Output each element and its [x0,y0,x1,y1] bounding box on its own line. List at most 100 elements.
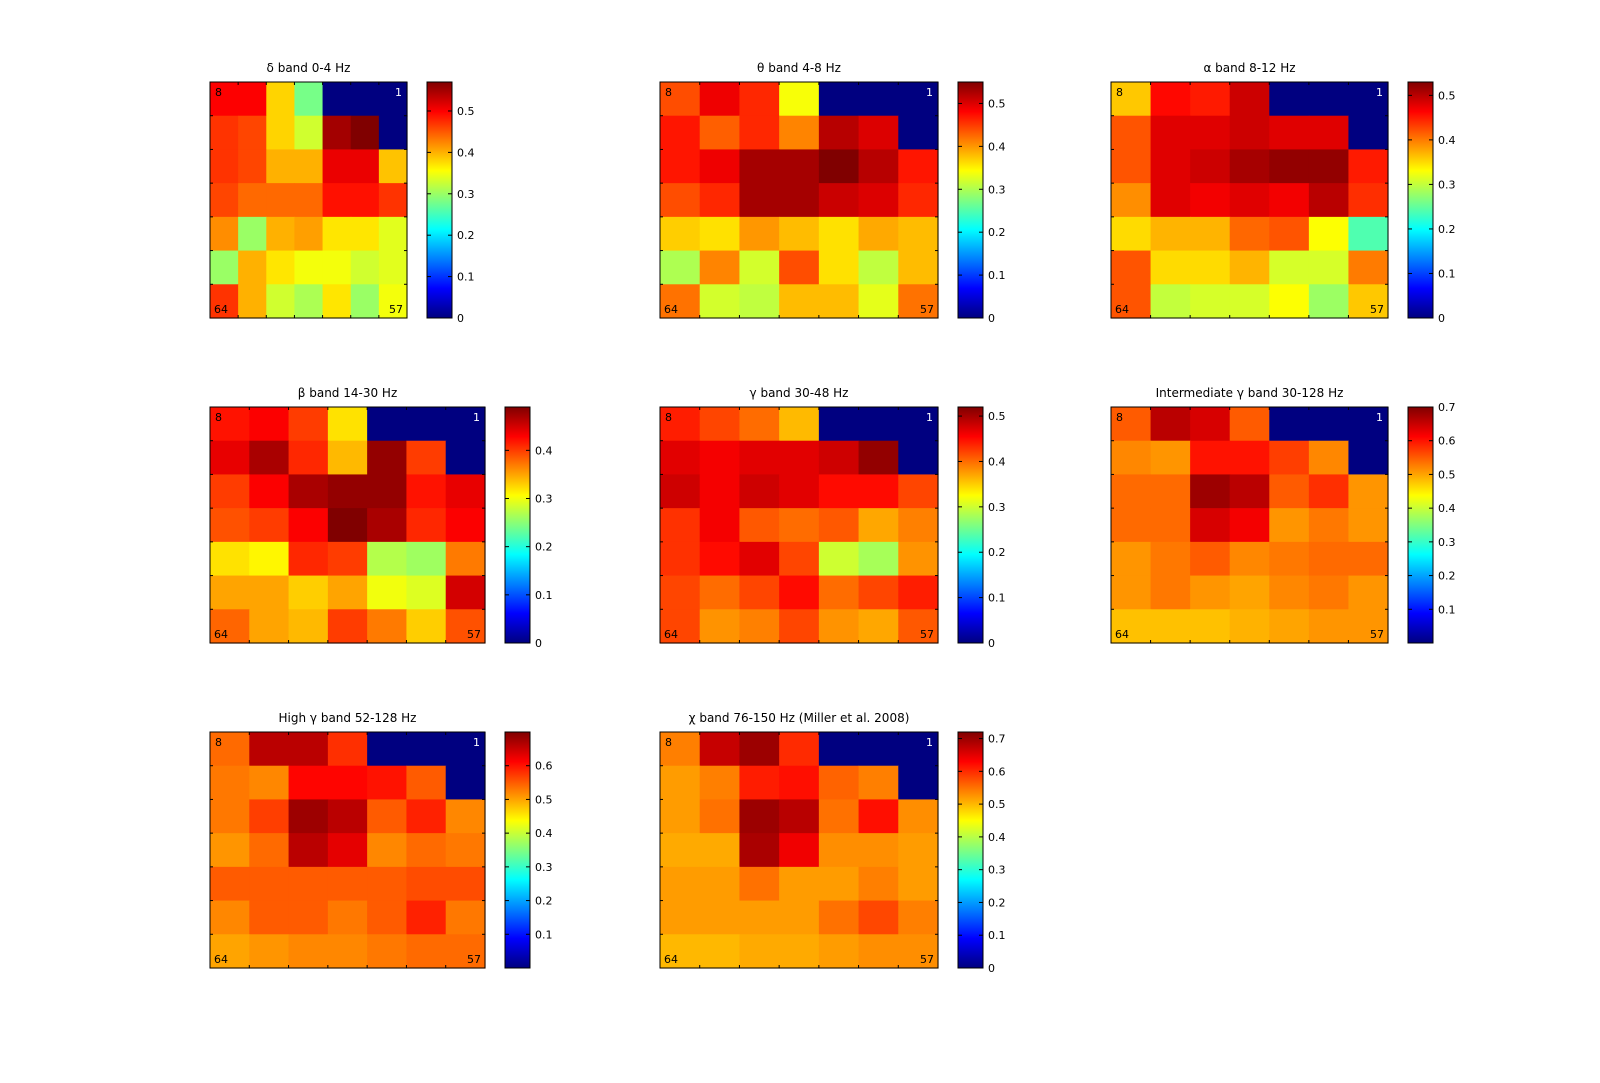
heatmap-cell [288,833,329,868]
heatmap-cell [1229,284,1270,319]
heatmap-cell [739,115,780,151]
heatmap-cell [739,474,780,509]
heatmap-cell [1229,609,1270,644]
heatmap-cell [294,115,324,151]
heatmap-cell [1269,541,1310,577]
heatmap-cell [1150,609,1191,644]
colorbar-tick-label: 0.1 [1438,603,1456,616]
colorbar-tick-label: 0.4 [457,146,475,159]
heatmap-cell [858,541,899,577]
colorbar-gradient [426,81,453,319]
heatmap-cell [898,866,939,902]
heatmap-cell [660,508,701,543]
colorbar: 0 0.1 0.2 0.3 0.4 [504,406,553,650]
heatmap-cell [739,508,780,543]
heatmap-cell [1190,115,1231,151]
heatmap-cell [779,440,820,476]
heatmap-cell [210,900,250,935]
colorbar-tick-label: 0.5 [535,793,553,806]
heatmap-cell [779,575,820,610]
heatmap-cell [266,216,296,252]
heatmap-cell [1190,609,1231,644]
heatmap-cell [367,765,408,801]
heatmap-cell [779,609,820,644]
heatmap-cell [1348,440,1389,476]
colorbar: 0 0.1 0.2 0.3 0.4 0.5 [426,81,475,325]
heatmap-cell [210,183,239,218]
heatmap-cell [660,609,701,644]
heatmap-cell [699,934,741,969]
heatmap-cell [898,440,939,476]
heatmap-cell [1308,284,1350,319]
heatmap-cell [1348,82,1389,117]
corner-label-top-right: 1 [395,86,402,99]
colorbar-tick-label: 0.1 [535,589,553,602]
heatmap-cell [739,866,780,902]
heatmap-cell [266,82,296,117]
colorbar-tick-label: 0.6 [988,765,1006,778]
heatmap-cell [294,216,324,252]
axes-frame [1110,406,1389,644]
corner-label-top-right: 1 [473,411,480,424]
heatmap-cell [739,149,780,184]
colorbar-tick-label: 0.4 [535,827,553,840]
colorbar-tick-label: 0.1 [988,269,1006,282]
axes-frame [209,731,486,969]
heatmap-cell [660,149,701,184]
heatmap-cell [898,833,939,868]
heatmap-cell [739,183,780,218]
heatmap-cell [898,732,939,767]
heatmap-cell [322,250,352,285]
heatmap-cell [406,407,447,442]
heatmap-cell [367,575,408,610]
colorbar-tick-label: 0.6 [1438,435,1456,448]
heatmap-cell [1269,508,1310,543]
colorbar-tick-label: 0.2 [988,546,1006,559]
heatmap-cell [739,216,780,252]
heatmap-cell [699,609,741,644]
heatmap-cell [898,900,939,935]
heatmap-cell [699,799,741,834]
heatmap-cells [1111,82,1389,319]
heatmap-cell [288,934,329,969]
heatmap-cell [1269,407,1310,442]
heatmap-cell [739,407,780,442]
corner-label-bottom-right: 57 [920,303,934,316]
heatmap-cell [779,284,820,319]
heatmap-cell [1308,474,1350,509]
heatmap-cells [210,407,486,644]
axes-frame [659,731,939,969]
colorbar-tick-label: 0.3 [988,183,1006,196]
heatmap-cell [1308,407,1350,442]
heatmap-cell [1348,474,1389,509]
heatmap-cell [818,407,860,442]
heatmap-cell [858,799,899,834]
colorbar: 0.1 0.2 0.3 0.4 0.5 0.6 [504,731,553,969]
heatmap-cell [445,609,486,644]
heatmap-cell [1190,440,1231,476]
heatmap-cell [699,115,741,151]
heatmap-cell [1111,575,1152,610]
colorbar-tick-label: 0.2 [535,895,553,908]
heatmap-cell [818,115,860,151]
heatmap-cell [1111,609,1152,644]
heatmap-cell [238,250,267,285]
heatmap-cell [249,866,290,902]
heatmap-cell [288,508,329,543]
heatmap-cell [818,732,860,767]
heatmap-cell [1348,183,1389,218]
corner-label-top-left: 8 [215,86,222,99]
heatmap-cell [367,508,408,543]
heatmap-cell [1190,149,1231,184]
heatmap-cell [1308,115,1350,151]
heatmap-cell [406,575,447,610]
heatmap-cell [1269,115,1310,151]
heatmap-cell [210,609,250,644]
heatmap-panel-1: δ band 0-4 Hz 8 1 64 57 0 0.1 0.2 0.3 0.4 0.5 [209,61,475,325]
heatmap-cell [858,609,899,644]
axes-frame [1110,81,1389,319]
heatmap-cell [288,440,329,476]
heatmap-cell [858,407,899,442]
heatmap-cell [249,765,290,801]
heatmap-cell [660,900,701,935]
